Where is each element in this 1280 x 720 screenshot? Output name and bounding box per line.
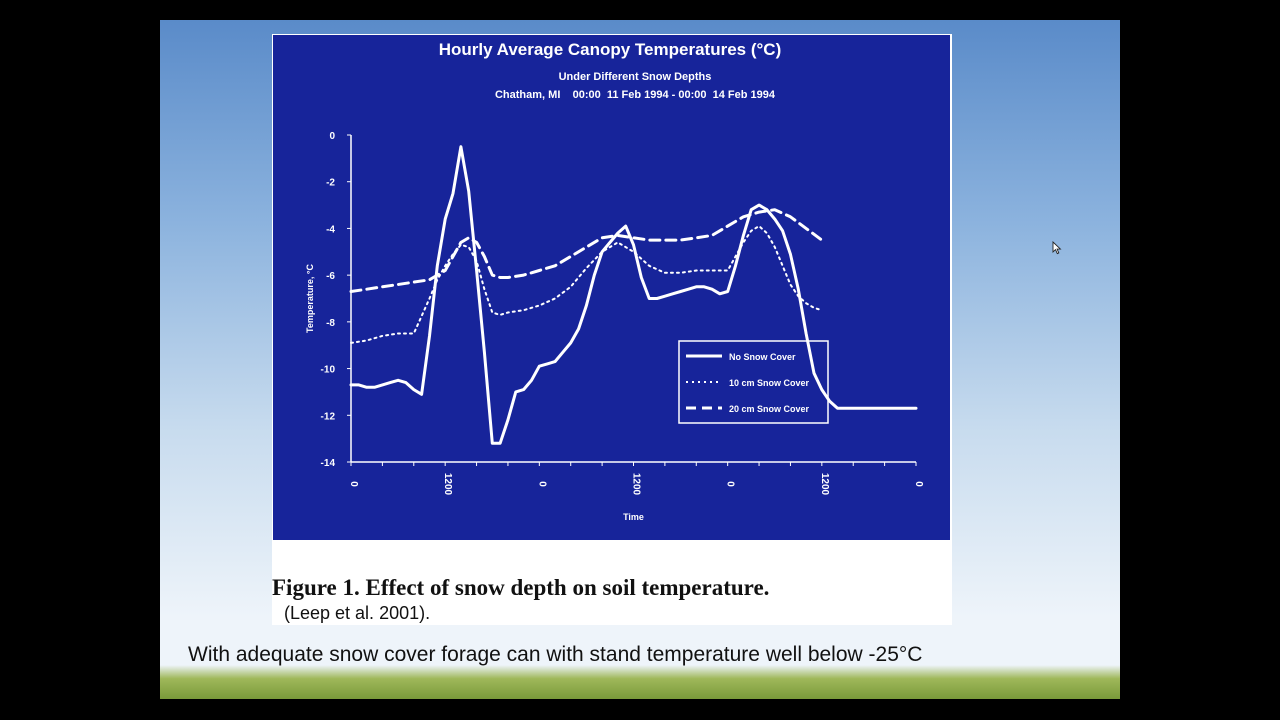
x-tick-label: 1200 (819, 473, 830, 496)
series-line-no-snow-cover (349, 145, 918, 445)
y-axis-title: Temperature, °C (305, 264, 315, 333)
series-line-10-cm-snow-cover (350, 225, 823, 344)
line-chart: Hourly Average Canopy Temperatures (°C) … (305, 40, 924, 522)
y-tick-label: -4 (326, 224, 335, 235)
x-tick-label: 0 (348, 481, 359, 487)
chart-subtitle: Under Different Snow Depths (559, 71, 712, 83)
y-tick-label: -6 (326, 271, 335, 282)
x-tick-label: 0 (536, 481, 547, 487)
y-tick-label: -2 (326, 178, 335, 189)
x-tick-label: 0 (913, 481, 924, 487)
y-tick-label: -8 (326, 318, 335, 329)
x-axis-title: Time (623, 512, 644, 522)
x-tick-label: 0 (725, 481, 736, 487)
slide: Hourly Average Canopy Temperatures (°C) … (160, 20, 1120, 699)
x-tick-label: 1200 (442, 473, 453, 496)
x-tick-label: 1200 (631, 473, 642, 496)
y-tick-label: 0 (329, 131, 335, 142)
figure-citation: (Leep et al. 2001). (284, 603, 431, 623)
chart-title: Hourly Average Canopy Temperatures (°C) (439, 40, 781, 59)
chart-subtitle-location: Chatham, MI 00:00 11 Feb 1994 - 00:00 14… (495, 89, 776, 101)
figure: Hourly Average Canopy Temperatures (°C) … (272, 34, 952, 625)
y-tick-label: -12 (321, 411, 336, 422)
slide-body-text: With adequate snow cover forage can with… (188, 643, 923, 666)
y-tick-label: -10 (321, 365, 336, 376)
legend-label: No Snow Cover (729, 352, 796, 362)
chart-panel: Hourly Average Canopy Temperatures (°C) … (273, 35, 950, 540)
figure-caption: Figure 1. Effect of snow depth on soil t… (272, 575, 770, 600)
legend-box (678, 340, 829, 424)
series-line-20-cm-snow-cover (349, 208, 824, 293)
legend-label: 20 cm Snow Cover (729, 404, 810, 414)
y-tick-label: -14 (321, 458, 336, 469)
legend-label: 10 cm Snow Cover (729, 378, 810, 388)
mouse-cursor-icon (1052, 241, 1062, 255)
